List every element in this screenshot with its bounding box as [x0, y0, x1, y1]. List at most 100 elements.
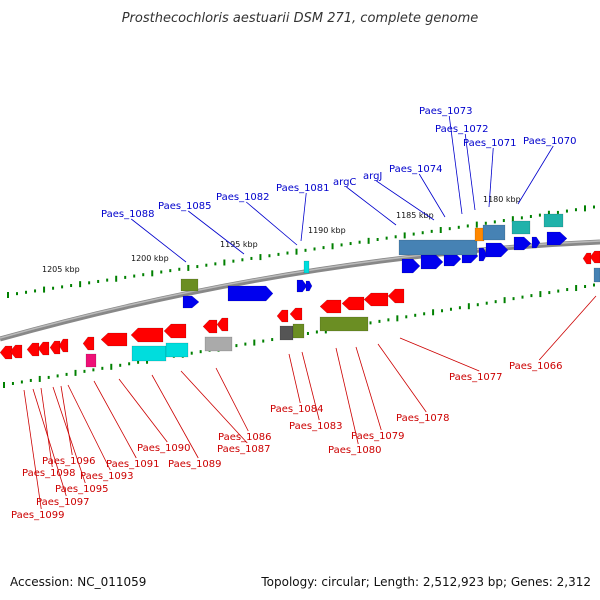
- genome-info-text: Topology: circular; Length: 2,512,923 bp…: [260, 575, 591, 589]
- gene-label: Paes_1095: [55, 484, 109, 495]
- leader-line: [488, 147, 494, 208]
- gene-label: Paes_1085: [158, 201, 212, 212]
- gene-arrow: [319, 299, 342, 314]
- gene-label: Paes_1081: [276, 183, 330, 194]
- gene-label: Paes_1071: [463, 138, 517, 149]
- gene-box: [474, 227, 485, 242]
- leader-line: [40, 387, 53, 468]
- gene-box: [319, 316, 369, 332]
- gene-arrow: [363, 292, 389, 307]
- gene-label: Paes_1074: [389, 164, 443, 175]
- gene-label: Paes_1066: [509, 361, 563, 372]
- gene-arrow: [227, 285, 274, 302]
- gene-arrow: [513, 236, 532, 251]
- gene-arrow: [216, 317, 229, 332]
- gene-label: Paes_1080: [328, 445, 382, 456]
- gene-arrow: [589, 250, 600, 264]
- scale-label: 1190 kbp: [308, 226, 346, 235]
- leader-line: [377, 343, 427, 413]
- leader-line: [60, 385, 73, 456]
- gene-label: Paes_1073: [419, 106, 473, 117]
- leader-line: [245, 201, 298, 246]
- gene-label: Paes_1087: [217, 444, 271, 455]
- gene-arrow: [305, 280, 313, 292]
- leader-line: [301, 351, 320, 421]
- gene-arrow: [401, 258, 421, 274]
- gene-label: argC: [333, 177, 356, 188]
- gene-arrow: [478, 247, 488, 262]
- gene-arrow: [546, 231, 568, 246]
- leader-line: [448, 115, 463, 215]
- gene-label: Paes_1072: [435, 124, 489, 135]
- leader-line: [32, 388, 67, 497]
- scale-label: 1185 kbp: [396, 211, 434, 220]
- gene-label: Paes_1099: [11, 510, 65, 521]
- gene-label: Paes_1077: [449, 372, 503, 383]
- leader-line: [300, 192, 307, 242]
- gene-label: Paes_1089: [168, 459, 222, 470]
- gene-label: Paes_1090: [137, 443, 191, 454]
- leader-line: [376, 180, 435, 221]
- leader-line: [517, 145, 554, 205]
- gene-arrow: [100, 332, 128, 347]
- map-title: Prosthecochloris aestuarii DSM 271, comp…: [122, 11, 479, 26]
- gene-features: [0, 213, 600, 368]
- label-leaders: [23, 115, 597, 510]
- gene-box: [85, 353, 97, 368]
- scale-label: 1205 kbp: [42, 265, 80, 274]
- tick-marks: 1205 kbp 1200 kbp 1195 kbp 1190 kbp 1185 kbp…: [3, 195, 595, 388]
- gene-label: Paes_1097: [36, 497, 90, 508]
- gene-arrow: [58, 338, 69, 353]
- gene-label: Paes_1070: [523, 136, 577, 147]
- gene-label: Paes_1078: [396, 413, 450, 424]
- scale-label: 1200 kbp: [131, 254, 169, 263]
- gene-arrow: [289, 307, 303, 321]
- gene-arrow: [582, 252, 592, 265]
- gene-arrow: [531, 236, 541, 249]
- gene-arrow: [341, 296, 365, 311]
- gene-box: [303, 260, 310, 274]
- gene-arrow: [387, 288, 405, 304]
- accession-text: Accession: NC_011059: [10, 575, 146, 589]
- gene-arrow: [37, 341, 50, 356]
- leader-line: [130, 218, 187, 263]
- leader-line: [355, 346, 382, 431]
- leader-line: [23, 389, 42, 510]
- gene-label: Paes_1088: [101, 209, 155, 220]
- leader-line: [346, 186, 397, 226]
- gene-arrow: [296, 279, 308, 293]
- gene-label: Paes_1082: [216, 192, 270, 203]
- gene-arrow: [420, 254, 444, 270]
- scale-label: 1180 kbp: [483, 195, 521, 204]
- leader-line: [464, 133, 476, 211]
- leader-line: [187, 210, 245, 255]
- leader-line: [180, 370, 248, 444]
- gene-box: [131, 345, 167, 362]
- gene-arrow: [82, 336, 95, 351]
- leader-line: [418, 173, 446, 218]
- gene-label: Paes_1091: [106, 459, 160, 470]
- gene-arrow: [26, 342, 40, 357]
- leader-line: [67, 384, 111, 471]
- gene-arrow: [163, 323, 187, 339]
- gene-box: [398, 239, 478, 256]
- gene-box: [279, 325, 294, 341]
- gene-arrow: [0, 345, 13, 360]
- gene-arrow: [9, 344, 23, 359]
- gene-label: Paes_1096: [42, 456, 96, 467]
- leader-line: [335, 347, 359, 445]
- leader-line: [93, 380, 137, 459]
- leader-line: [538, 295, 597, 361]
- scale-label: 1195 kbp: [220, 240, 258, 249]
- leader-line: [151, 374, 199, 459]
- gene-label: Paes_1083: [289, 421, 343, 432]
- gene-arrow: [202, 319, 218, 334]
- leader-line: [288, 353, 301, 404]
- gene-label: Paes_1086: [218, 432, 272, 443]
- gene-box: [593, 267, 600, 283]
- gene-arrow: [49, 340, 61, 355]
- gene-box: [543, 213, 564, 228]
- gene-box: [204, 336, 233, 352]
